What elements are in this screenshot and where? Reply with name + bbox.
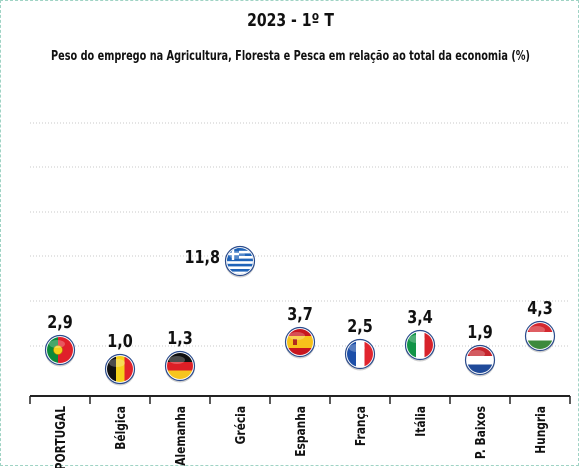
chart-subtitle: Peso do emprego na Agricultura, Floresta… xyxy=(51,48,530,64)
data-label: 1,3 xyxy=(167,327,192,348)
chart-title: 2023 - 1º T xyxy=(247,10,334,31)
flag-spain-icon xyxy=(284,326,316,359)
x-tick-label: Hungria xyxy=(533,406,548,454)
data-label: 11,8 xyxy=(185,246,220,267)
x-tick-label: Itália xyxy=(413,406,428,437)
flag-portugal-icon xyxy=(44,334,76,367)
data-label: 3,4 xyxy=(407,306,432,327)
x-tick-label: Alemanha xyxy=(173,406,188,466)
flag-france-icon xyxy=(344,338,376,371)
data-label: 4,3 xyxy=(527,297,552,318)
data-label: 1,9 xyxy=(467,321,492,342)
flag-italy-icon xyxy=(404,329,436,362)
flag-germany-icon xyxy=(164,350,196,383)
data-label: 2,9 xyxy=(47,311,72,332)
data-label: 1,0 xyxy=(107,330,132,351)
x-tick-label: França xyxy=(353,406,368,446)
x-tick-label: PORTUGAL xyxy=(53,406,68,468)
x-tick-label: Grécia xyxy=(233,406,248,444)
x-tick-label: P. Baixos xyxy=(473,406,488,459)
flag-hungary-icon xyxy=(524,320,556,353)
x-tick-label: Espanha xyxy=(293,406,308,457)
flag-belgium-icon xyxy=(104,353,136,386)
flag-greece-icon xyxy=(224,245,256,278)
flag-netherlands-icon xyxy=(464,344,496,377)
x-tick-label: Bélgica xyxy=(113,406,128,450)
data-label: 2,5 xyxy=(347,315,372,336)
data-label: 3,7 xyxy=(287,303,312,324)
